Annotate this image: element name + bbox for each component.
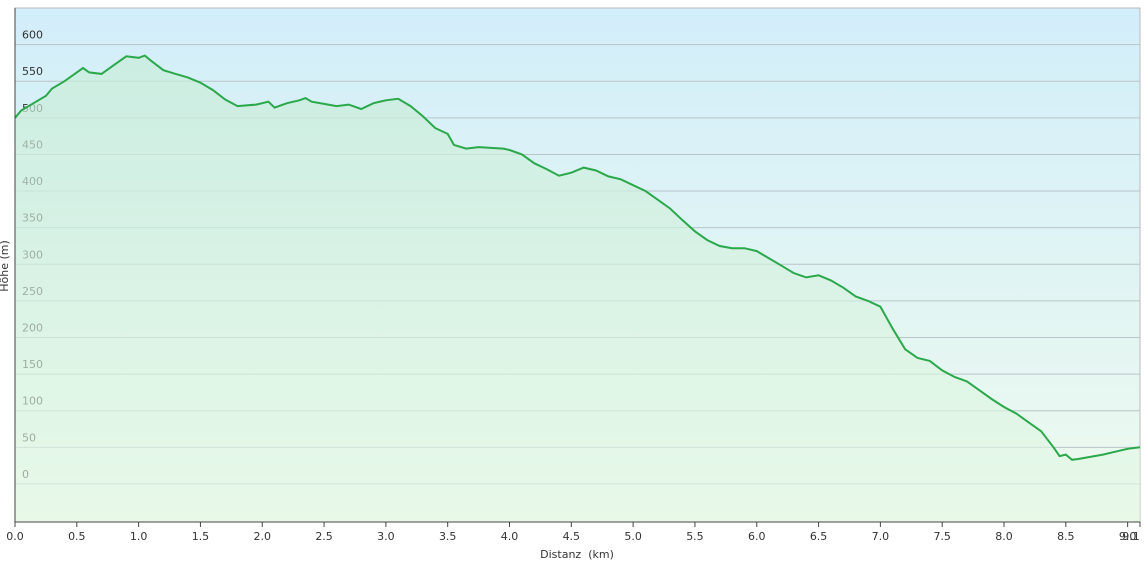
x-tick-label: 4.5 (563, 530, 581, 543)
x-tick-label: 7.5 (933, 530, 951, 543)
x-tick-label: 1.5 (192, 530, 210, 543)
x-tick-label: 6.0 (748, 530, 766, 543)
x-tick-label: 9.0 (1119, 530, 1137, 543)
x-tick-label: 1.0 (130, 530, 148, 543)
x-tick-label: 5.5 (686, 530, 704, 543)
x-tick-label: 2.5 (315, 530, 333, 543)
x-tick-label: 3.0 (377, 530, 395, 543)
x-tick-label: 2.0 (254, 530, 272, 543)
x-tick-label: 7.0 (872, 530, 890, 543)
x-tick-label: 8.5 (1057, 530, 1075, 543)
x-tick-label: 4.0 (501, 530, 519, 543)
y-axis-label: Höhe (m) (0, 240, 11, 292)
x-tick-label: 0.5 (68, 530, 86, 543)
area-fill (15, 55, 1140, 522)
x-tick-label: 5.0 (624, 530, 642, 543)
x-axis-label: Distanz (km) (540, 548, 614, 561)
x-tick-label: 3.5 (439, 530, 457, 543)
elevation-line (14, 54, 1141, 461)
x-tick-label: 9.1 (1122, 530, 1140, 543)
x-tick-label: 8.0 (995, 530, 1013, 543)
x-tick-label: 0.0 (6, 530, 24, 543)
y-tick-label: 550 (22, 65, 43, 78)
y-tick-label: 600 (22, 29, 43, 42)
x-tick-label: 6.5 (810, 530, 828, 543)
